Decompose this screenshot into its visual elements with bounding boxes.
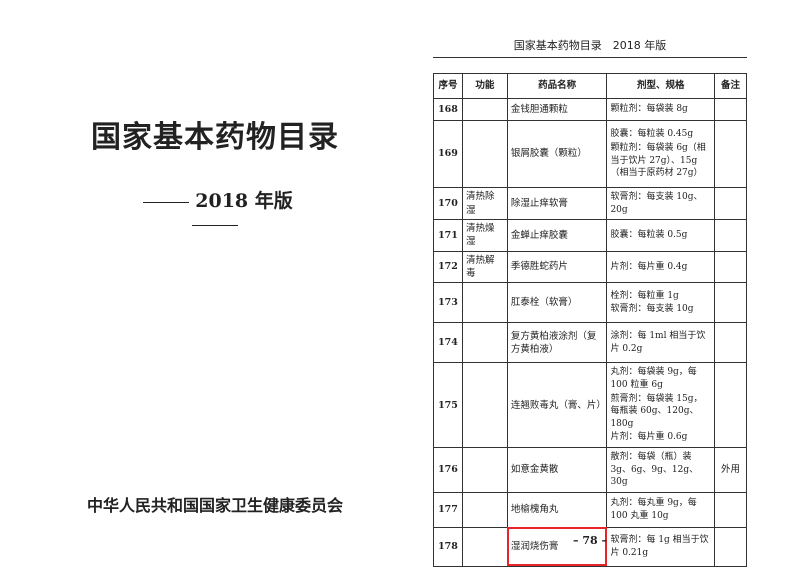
spec-cell: 丸剂：每袋装 9g，每 100 粒重 6g 煎膏剂：每袋装 15g，每瓶装 60g… — [606, 362, 716, 448]
table-row: 177 地榆槐角丸 丸剂：每丸重 9g，每 100 丸重 10g — [433, 491, 747, 528]
spec-line: 软膏剂：每支装 10g、20g — [610, 192, 703, 215]
spec-cell: 涂剂：每 1ml 相当于饮片 0.2g — [606, 322, 716, 364]
drug-name: 季德胜蛇药片 — [506, 250, 608, 284]
spec-line: 片剂：每片重 0.6g — [610, 432, 688, 443]
table-header: 序号 功能 药品名称 剂型、规格 备注 — [433, 73, 747, 99]
divider — [143, 201, 190, 203]
table-row: 175 连翘败毒丸（膏、片） 丸剂：每袋装 9g，每 100 粒重 6g 煎膏剂：每袋… — [433, 362, 747, 448]
page-number: – 78 – — [573, 534, 607, 547]
spec-line: 涂剂：每 1ml 相当于饮片 0.2g — [610, 331, 706, 354]
table-row: 172 清热解毒 季德胜蛇药片 片剂：每片重 0.4g — [433, 250, 747, 284]
note-cell — [714, 282, 747, 324]
note-cell — [714, 362, 747, 448]
row-number: 172 — [433, 250, 463, 284]
spec-cell: 片剂：每片重 0.4g — [606, 250, 716, 284]
table-row: 170 清热除湿 除湿止痒软膏 软膏剂：每支装 10g、20g — [433, 186, 747, 221]
table-row: 178 湿润烧伤膏 软膏剂：每 1g 相当于饮片 0.21g — [433, 526, 747, 567]
note-cell — [714, 120, 747, 188]
spec-cell: 软膏剂：每 1g 相当于饮片 0.21g — [606, 526, 716, 567]
column-header: 药品名称 — [506, 73, 608, 99]
drug-table: 序号 功能 药品名称 剂型、规格 备注 168 金钱胆通颗粒 颗粒剂：每袋装 8g 169 银屑… — [433, 73, 747, 567]
spec-cell: 栓剂：每粒重 1g 软膏剂：每支装 10g — [606, 282, 716, 324]
row-number: 177 — [433, 491, 463, 528]
spec-line: 栓剂：每粒重 1g — [610, 290, 679, 301]
spec-line: 煎膏剂：每袋装 15g，每瓶装 60g、120g、180g — [610, 393, 703, 429]
row-number: 171 — [433, 219, 463, 252]
spec-line: 软膏剂：每支装 10g — [610, 304, 694, 315]
spec-cell: 胶囊：每粒装 0.5g — [606, 219, 716, 252]
row-number: 178 — [433, 526, 463, 567]
spec-line: 颗粒剂：每袋装 6g（相当于饮片 27g）、15g（相当于原药材 27g） — [610, 142, 706, 179]
note-cell — [714, 219, 747, 252]
row-number: 175 — [433, 362, 463, 448]
drug-name: 金钱胆通颗粒 — [506, 98, 608, 121]
spec-cell: 颗粒剂：每袋装 8g — [606, 98, 716, 121]
cover-publisher: 中华人民共和国国家卫生健康委员会 — [86, 496, 343, 515]
drug-name: 肛泰栓（软膏） — [506, 282, 608, 324]
spec-cell: 丸剂：每丸重 9g，每 100 丸重 10g — [606, 491, 716, 528]
running-header: 国家基本药物目录 2018 年版 — [433, 37, 747, 58]
table-row: 176 如意金黄散 散剂：每袋（瓶）装 3g、6g、9g、12g、30g 外用 — [433, 446, 747, 493]
spec-line: 软膏剂：每 1g 相当于饮片 0.21g — [610, 535, 709, 558]
function-cell: 清热燥湿 — [461, 219, 508, 252]
spec-line: 胶囊：每粒装 0.5g — [610, 230, 688, 241]
table-row: 169 银屑胶囊（颗粒） 胶囊：每粒装 0.45g 颗粒剂：每袋装 6g（相当于饮片 … — [433, 120, 747, 188]
drug-name: 除湿止痒软膏 — [506, 186, 608, 221]
spec-line: 片剂：每片重 0.4g — [610, 261, 688, 272]
function-cell: 清热除湿 — [461, 186, 508, 221]
table-row: 173 肛泰栓（软膏） 栓剂：每粒重 1g 软膏剂：每支装 10g — [433, 282, 747, 324]
spec-line: 丸剂：每丸重 9g，每 100 丸重 10g — [610, 498, 697, 521]
function-cell — [461, 362, 508, 448]
spec-cell: 软膏剂：每支装 10g、20g — [606, 186, 716, 221]
row-number: 170 — [433, 186, 463, 221]
function-cell — [461, 98, 508, 121]
function-cell — [461, 282, 508, 324]
function-cell — [461, 120, 508, 188]
note-cell — [714, 322, 747, 364]
column-header: 剂型、规格 — [606, 73, 716, 99]
row-number: 173 — [433, 282, 463, 324]
row-number: 169 — [433, 120, 463, 188]
drug-name: 湿润烧伤膏 — [506, 526, 608, 567]
note-cell — [714, 526, 747, 567]
table-row: 168 金钱胆通颗粒 颗粒剂：每袋装 8g — [433, 98, 747, 121]
column-header: 功能 — [461, 73, 508, 99]
row-number: 176 — [433, 446, 463, 493]
function-cell — [461, 491, 508, 528]
function-cell: 清热解毒 — [461, 250, 508, 284]
drug-name: 复方黄柏液涂剂（复方黄柏液） — [506, 322, 608, 364]
row-number: 168 — [433, 98, 463, 121]
drug-name: 金蝉止痒胶囊 — [506, 219, 608, 252]
column-header: 序号 — [433, 73, 463, 99]
note-cell: 外用 — [714, 446, 747, 493]
table-row: 174 复方黄柏液涂剂（复方黄柏液） 涂剂：每 1ml 相当于饮片 0.2g — [433, 322, 747, 364]
drug-name: 银屑胶囊（颗粒） — [506, 120, 608, 188]
divider — [192, 224, 238, 226]
note-cell — [714, 98, 747, 121]
spec-cell: 散剂：每袋（瓶）装 3g、6g、9g、12g、30g — [606, 446, 716, 493]
column-header: 备注 — [714, 73, 747, 99]
row-number: 174 — [433, 322, 463, 364]
table-row: 171 清热燥湿 金蝉止痒胶囊 胶囊：每粒装 0.5g — [433, 219, 747, 252]
spec-line: 颗粒剂：每袋装 8g — [610, 104, 688, 115]
edition-text: 2018 年版 — [195, 190, 293, 212]
note-cell — [714, 186, 747, 221]
drug-name: 地榆槐角丸 — [506, 491, 608, 528]
note-cell — [714, 250, 747, 284]
note-cell — [714, 491, 747, 528]
spec-cell: 胶囊：每粒装 0.45g 颗粒剂：每袋装 6g（相当于饮片 27g）、15g（相当… — [606, 120, 716, 188]
drug-name: 连翘败毒丸（膏、片） — [506, 362, 608, 448]
cover-edition: 2018 年版 — [110, 186, 320, 235]
drug-name: 如意金黄散 — [506, 446, 608, 493]
spec-line: 丸剂：每袋装 9g，每 100 粒重 6g — [610, 367, 697, 390]
function-cell — [461, 322, 508, 364]
spec-line: 散剂：每袋（瓶）装 3g、6g、9g、12g、30g — [610, 451, 699, 488]
spec-line: 胶囊：每粒装 0.45g — [610, 129, 694, 140]
function-cell — [461, 446, 508, 493]
cover-title: 国家基本药物目录 — [91, 120, 339, 155]
